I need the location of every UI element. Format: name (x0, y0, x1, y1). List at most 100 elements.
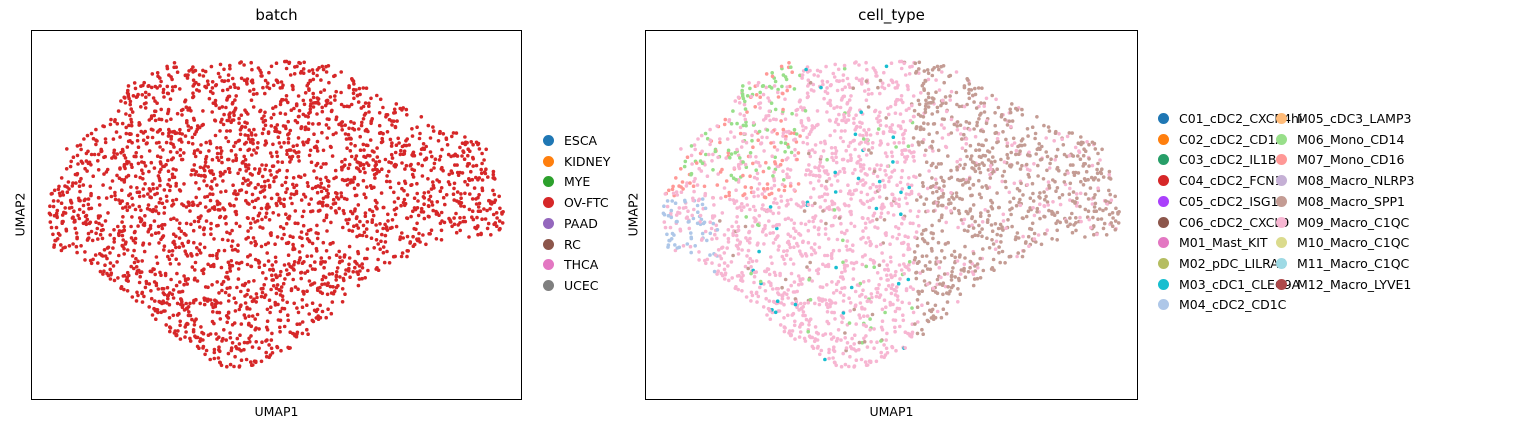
batch-point (149, 296, 154, 301)
batch-point (232, 203, 236, 208)
cell-type-point (935, 277, 940, 282)
cell-type-point (805, 91, 810, 95)
cell-type-point (950, 253, 954, 257)
batch-point (210, 301, 214, 306)
cell-type-point (761, 84, 766, 88)
cell-type-point (922, 202, 926, 206)
cell-type-point (1050, 237, 1054, 241)
cell-type-point (982, 101, 987, 106)
cell-type-point (1061, 143, 1066, 147)
cell-type-point (1016, 251, 1020, 255)
cell-type-point (755, 83, 760, 88)
cell-type-point (906, 277, 911, 282)
cell-type-point (817, 179, 821, 183)
batch-point (347, 162, 352, 167)
cell-type-point (740, 88, 744, 93)
cell-type-point (1036, 146, 1041, 151)
cell-type-point (776, 87, 780, 92)
batch-point (334, 131, 338, 135)
batch-point (308, 110, 313, 114)
cell-type-point (993, 123, 997, 128)
cell-type-point (890, 203, 894, 208)
batch-point (206, 297, 210, 302)
cell-type-point (811, 187, 816, 191)
cell-type-legend-label: M08_Macro_NLRP3 (1297, 173, 1415, 189)
batch-point (133, 241, 138, 245)
batch-point (155, 261, 160, 266)
cell-type-point (858, 316, 862, 320)
cell-type-point (782, 329, 787, 334)
cell-type-point (824, 301, 829, 306)
batch-point (224, 221, 228, 226)
batch-point (360, 233, 365, 238)
batch-point (110, 156, 114, 160)
batch-point (358, 134, 363, 139)
batch-point (446, 180, 451, 184)
batch-point (437, 131, 442, 135)
batch-point (378, 222, 382, 226)
cell-type-point (834, 339, 839, 343)
cell-type-point (941, 307, 946, 312)
cell-type-point (903, 160, 907, 164)
cell-type-point (912, 108, 917, 113)
cell-type-point (819, 140, 823, 145)
batch-point (255, 312, 260, 317)
batch-point (122, 180, 127, 184)
cell-type-point (754, 155, 758, 159)
batch-point (299, 198, 304, 202)
cell-type-point (1047, 186, 1052, 190)
cell-type-point (878, 78, 883, 83)
cell-type-point (782, 316, 786, 320)
batch-point (266, 131, 271, 136)
cell-type-point (783, 75, 788, 79)
cell-type-point (792, 226, 796, 231)
batch-point (149, 233, 154, 237)
batch-point (275, 123, 280, 127)
cell-type-point (859, 169, 863, 173)
batch-point (154, 317, 158, 322)
batch-point (313, 267, 317, 272)
cell-type-point (700, 231, 705, 236)
batch-point (471, 164, 476, 168)
batch-legend-marker (543, 279, 554, 291)
cell-type-point (925, 301, 930, 306)
batch-point (355, 234, 359, 239)
batch-legend-item: OV-FTC (543, 195, 609, 210)
cell-type-point (1092, 141, 1097, 146)
cell-type-point (896, 281, 901, 286)
cell-type-point (851, 86, 855, 90)
batch-point (245, 292, 249, 297)
cell-type-point (920, 289, 924, 294)
batch-point (250, 199, 255, 204)
batch-point (198, 201, 202, 206)
cell-type-point (1073, 145, 1078, 150)
cell-type-point (1049, 157, 1053, 161)
cell-type-point (1092, 205, 1097, 209)
batch-point (327, 80, 331, 85)
batch-point (476, 209, 481, 213)
batch-point (411, 150, 416, 155)
cell-type-point (703, 229, 708, 234)
batch-point (279, 145, 283, 149)
batch-point (316, 122, 321, 126)
cell-type-point (861, 280, 866, 284)
batch-point (132, 266, 136, 271)
batch-point (291, 245, 296, 250)
cell-type-point (1015, 231, 1020, 235)
cell-type-point (722, 277, 727, 281)
cell-type-point (1053, 131, 1058, 135)
cell-type-legend-item: M04_cDC2_CD1C (1158, 297, 1286, 312)
cell-type-point (964, 137, 969, 141)
cell-type-point (705, 238, 709, 243)
cell-type-point (826, 321, 831, 326)
batch-point (476, 141, 481, 146)
batch-point (275, 235, 280, 239)
cell-type-point (847, 203, 851, 208)
cell-type-point (1055, 210, 1060, 215)
batch-point (329, 206, 333, 210)
cell-type-point (697, 258, 701, 262)
cell-type-point (972, 100, 976, 104)
batch-point (340, 287, 345, 291)
cell-type-point (967, 96, 972, 101)
batch-point (283, 124, 288, 129)
